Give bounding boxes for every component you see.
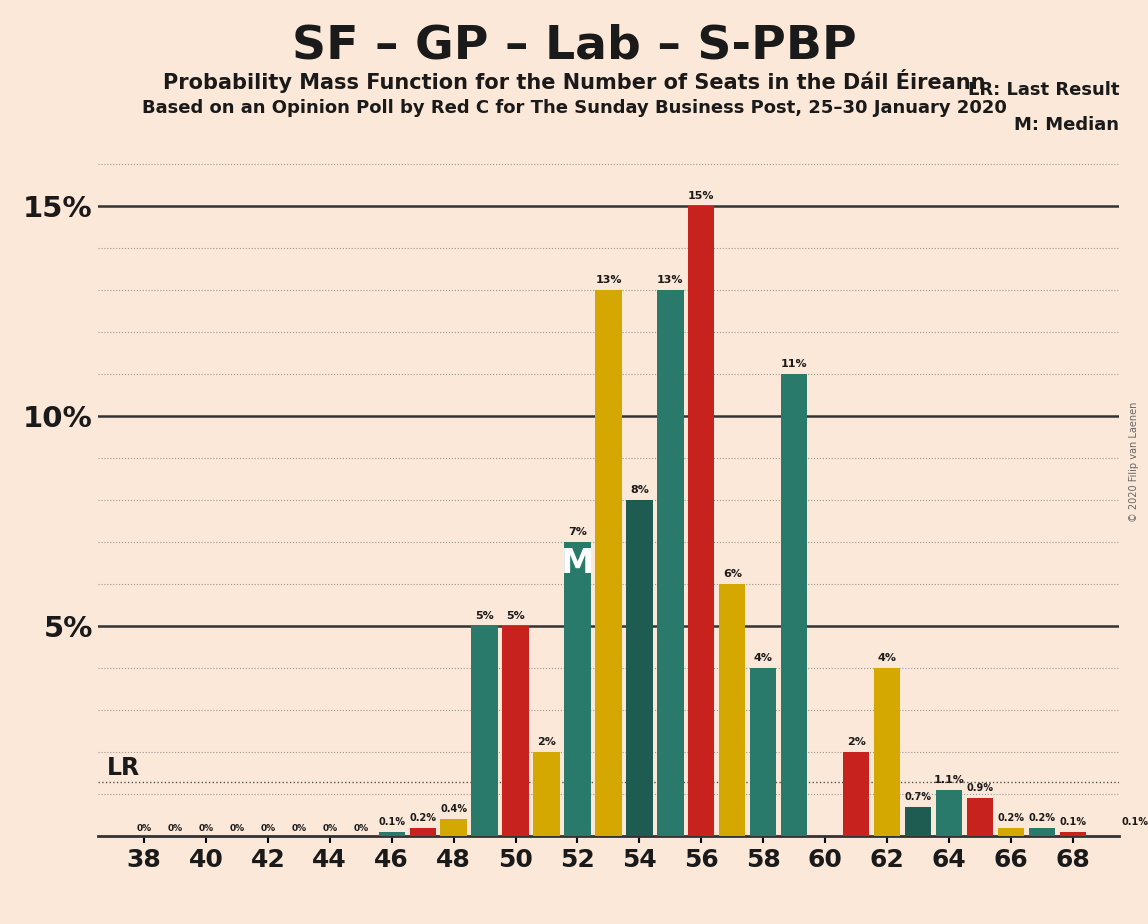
Text: 6%: 6% bbox=[723, 569, 742, 579]
Text: Probability Mass Function for the Number of Seats in the Dáil Éireann: Probability Mass Function for the Number… bbox=[163, 69, 985, 93]
Bar bbox=[441, 820, 467, 836]
Bar bbox=[936, 790, 962, 836]
Text: 0.4%: 0.4% bbox=[440, 805, 467, 814]
Text: 0%: 0% bbox=[261, 824, 276, 833]
Bar bbox=[1029, 828, 1055, 836]
Text: 4%: 4% bbox=[877, 653, 897, 663]
Text: © 2020 Filip van Laenen: © 2020 Filip van Laenen bbox=[1130, 402, 1139, 522]
Text: 11%: 11% bbox=[781, 359, 807, 370]
Bar bbox=[998, 828, 1024, 836]
Text: 0%: 0% bbox=[354, 824, 369, 833]
Text: 15%: 15% bbox=[688, 191, 714, 201]
Text: 0.2%: 0.2% bbox=[1029, 813, 1055, 822]
Bar bbox=[534, 752, 560, 836]
Text: 0.1%: 0.1% bbox=[1122, 817, 1148, 827]
Text: 2%: 2% bbox=[537, 737, 556, 748]
Bar bbox=[1122, 832, 1148, 836]
Bar bbox=[781, 374, 807, 836]
Text: 0%: 0% bbox=[323, 824, 338, 833]
Text: M: Median: M: Median bbox=[1015, 116, 1119, 133]
Text: 7%: 7% bbox=[568, 528, 587, 537]
Bar bbox=[657, 290, 683, 836]
Bar bbox=[565, 542, 590, 836]
Text: 0.1%: 0.1% bbox=[378, 817, 405, 827]
Bar bbox=[874, 668, 900, 836]
Text: 13%: 13% bbox=[657, 275, 683, 286]
Text: 5%: 5% bbox=[506, 611, 525, 621]
Text: LR: Last Result: LR: Last Result bbox=[968, 81, 1119, 99]
Bar bbox=[688, 206, 714, 836]
Bar bbox=[410, 828, 436, 836]
Bar bbox=[472, 626, 498, 836]
Bar bbox=[905, 807, 931, 836]
Text: 13%: 13% bbox=[595, 275, 622, 286]
Bar bbox=[503, 626, 529, 836]
Text: 5%: 5% bbox=[475, 611, 494, 621]
Bar bbox=[719, 584, 745, 836]
Text: 0%: 0% bbox=[137, 824, 152, 833]
Bar bbox=[750, 668, 776, 836]
Text: M: M bbox=[561, 547, 595, 579]
Bar bbox=[967, 798, 993, 836]
Text: Based on an Opinion Poll by Red C for The Sunday Business Post, 25–30 January 20: Based on an Opinion Poll by Red C for Th… bbox=[141, 99, 1007, 116]
Bar bbox=[379, 832, 405, 836]
Text: 2%: 2% bbox=[847, 737, 866, 748]
Text: 1.1%: 1.1% bbox=[933, 775, 964, 785]
Bar bbox=[1060, 832, 1086, 836]
Bar bbox=[627, 500, 652, 836]
Text: 0.2%: 0.2% bbox=[409, 813, 436, 822]
Text: SF – GP – Lab – S-PBP: SF – GP – Lab – S-PBP bbox=[292, 23, 856, 68]
Text: 0%: 0% bbox=[168, 824, 183, 833]
Text: 0.7%: 0.7% bbox=[905, 792, 931, 802]
Text: 0%: 0% bbox=[292, 824, 307, 833]
Text: 0.2%: 0.2% bbox=[998, 813, 1024, 822]
Text: 0.9%: 0.9% bbox=[967, 784, 993, 794]
Bar bbox=[596, 290, 621, 836]
Text: 8%: 8% bbox=[630, 485, 649, 495]
Bar bbox=[843, 752, 869, 836]
Text: LR: LR bbox=[107, 756, 140, 780]
Text: 0.1%: 0.1% bbox=[1060, 817, 1086, 827]
Text: 0%: 0% bbox=[230, 824, 245, 833]
Text: 4%: 4% bbox=[754, 653, 773, 663]
Text: 0%: 0% bbox=[199, 824, 214, 833]
